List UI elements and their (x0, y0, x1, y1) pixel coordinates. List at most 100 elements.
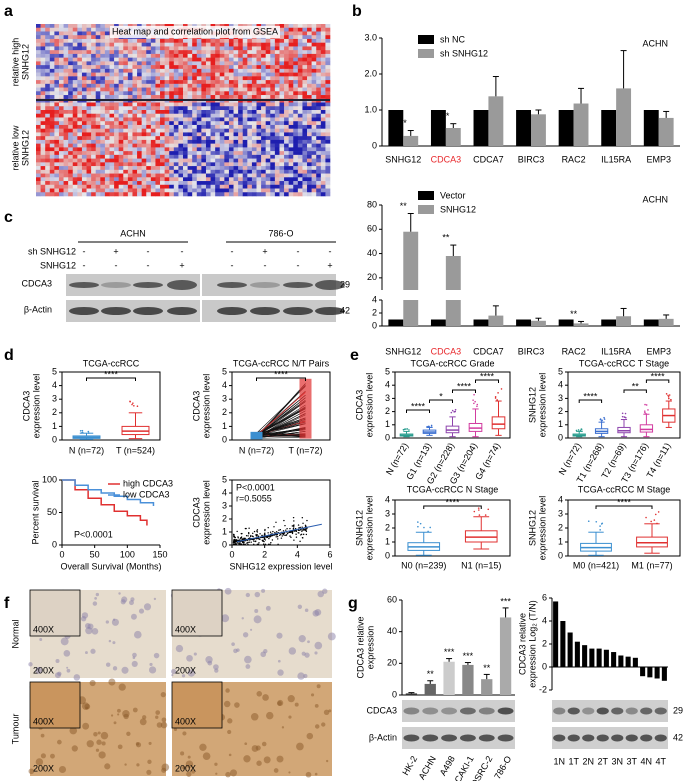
heatmap-cell (215, 95, 221, 100)
heatmap-cell (178, 53, 184, 58)
outlier (79, 429, 82, 432)
heatmap-cell (81, 110, 87, 115)
heatmap-cell (86, 95, 92, 100)
y-axis-label: expression level (364, 496, 374, 561)
heatmap-cell (247, 65, 253, 70)
heatmap-cell (288, 177, 294, 182)
heatmap-cell (261, 95, 266, 100)
y-axis-label: SNHG12 (527, 510, 537, 546)
heatmap-cell (123, 173, 129, 178)
tissue-cell (153, 652, 160, 659)
outlier (599, 525, 601, 527)
scatter-point (290, 531, 292, 533)
heatmap-cell (311, 50, 317, 55)
heatmap-cell (238, 113, 244, 118)
heatmap-cell (137, 46, 142, 51)
outlier (473, 393, 475, 396)
heatmap-cell (247, 72, 253, 77)
heatmap-cell (228, 87, 234, 92)
heatmap-cell (150, 91, 156, 96)
heatmap-cell (146, 87, 152, 92)
heatmap-cell (77, 42, 83, 47)
heatmap-cell (141, 173, 147, 178)
heatmap-cell (224, 177, 230, 182)
heatmap-cell (307, 181, 312, 186)
heatmap-cell (187, 50, 193, 55)
heatmap-cell (68, 173, 74, 178)
heatmap-cell (284, 31, 289, 36)
heatmap-cell (279, 61, 285, 66)
heatmap-cell (224, 113, 230, 118)
heatmap-cell (288, 121, 294, 126)
heatmap-cell (192, 132, 198, 137)
heatmap-cell (91, 136, 97, 141)
heatmap-cell (173, 177, 179, 182)
heatmap-cell (63, 24, 69, 29)
scatter-point (301, 517, 304, 519)
heatmap-cell (205, 42, 211, 47)
heatmap-cell (187, 184, 193, 189)
heatmap-cell (132, 139, 138, 144)
y-tick-label: 5 (222, 474, 227, 484)
y-tick-label: 0 (372, 320, 377, 330)
heatmap-cell (95, 184, 101, 189)
heatmap-cell (307, 24, 312, 29)
heatmap-cell (201, 95, 207, 100)
heatmap-cell (238, 154, 244, 159)
heatmap-cell (297, 192, 303, 197)
heatmap-cell (104, 188, 110, 193)
heatmap-cell (242, 117, 248, 122)
tissue-cell (314, 641, 323, 650)
heatmap-cell (293, 102, 299, 107)
heatmap-cell (293, 61, 299, 66)
heatmap-cell (132, 181, 138, 186)
heatmap-cell (320, 106, 326, 111)
heatmap-cell (302, 57, 308, 62)
heatmap-cell (325, 158, 331, 163)
heatmap-cell (215, 106, 221, 111)
scatter-point (270, 542, 272, 544)
tissue-cell (85, 623, 91, 629)
heatmap-cell (95, 188, 101, 193)
tissue-cell (182, 731, 187, 736)
heatmap-cell (284, 162, 289, 167)
heatmap-cell (316, 24, 322, 29)
heatmap-cell (63, 65, 69, 70)
band-size: 29 (340, 279, 350, 289)
outlier (484, 514, 487, 516)
tissue-cell (171, 668, 177, 675)
heatmap-cell (265, 162, 271, 167)
tissue-cell (281, 726, 285, 729)
heatmap-cell (91, 106, 97, 111)
scatter-point (235, 543, 238, 546)
tissue-cell (132, 652, 137, 658)
heatmap-cell (238, 184, 244, 189)
x-tick-label: 6 (327, 549, 332, 559)
significance-label: ** (442, 232, 450, 242)
tissue-cell (98, 751, 106, 759)
heatmap-cell (109, 57, 115, 62)
heatmap-cell (173, 57, 179, 62)
heatmap-cell (72, 68, 78, 73)
scatter-point (246, 542, 248, 544)
heatmap-cell (40, 169, 46, 174)
heatmap-cell (215, 68, 221, 73)
heatmap-cell (251, 158, 257, 163)
outlier (494, 396, 497, 398)
heatmap-cell (320, 136, 326, 141)
tissue-cell (160, 721, 168, 729)
heatmap-cell (201, 158, 207, 163)
heatmap-cell (210, 117, 216, 122)
scatter-point (289, 535, 291, 537)
bar (473, 319, 489, 326)
tissue-cell (92, 601, 98, 606)
heatmap-cell (160, 53, 165, 58)
heatmap-cell (288, 166, 294, 171)
heatmap-cell (40, 154, 46, 159)
heatmap-cell (201, 121, 207, 126)
heatmap-cell (219, 61, 225, 66)
heatmap-cell (219, 184, 225, 189)
heatmap-cell (270, 177, 276, 182)
heatmap-cell (109, 128, 115, 133)
heatmap-cell (118, 95, 124, 100)
